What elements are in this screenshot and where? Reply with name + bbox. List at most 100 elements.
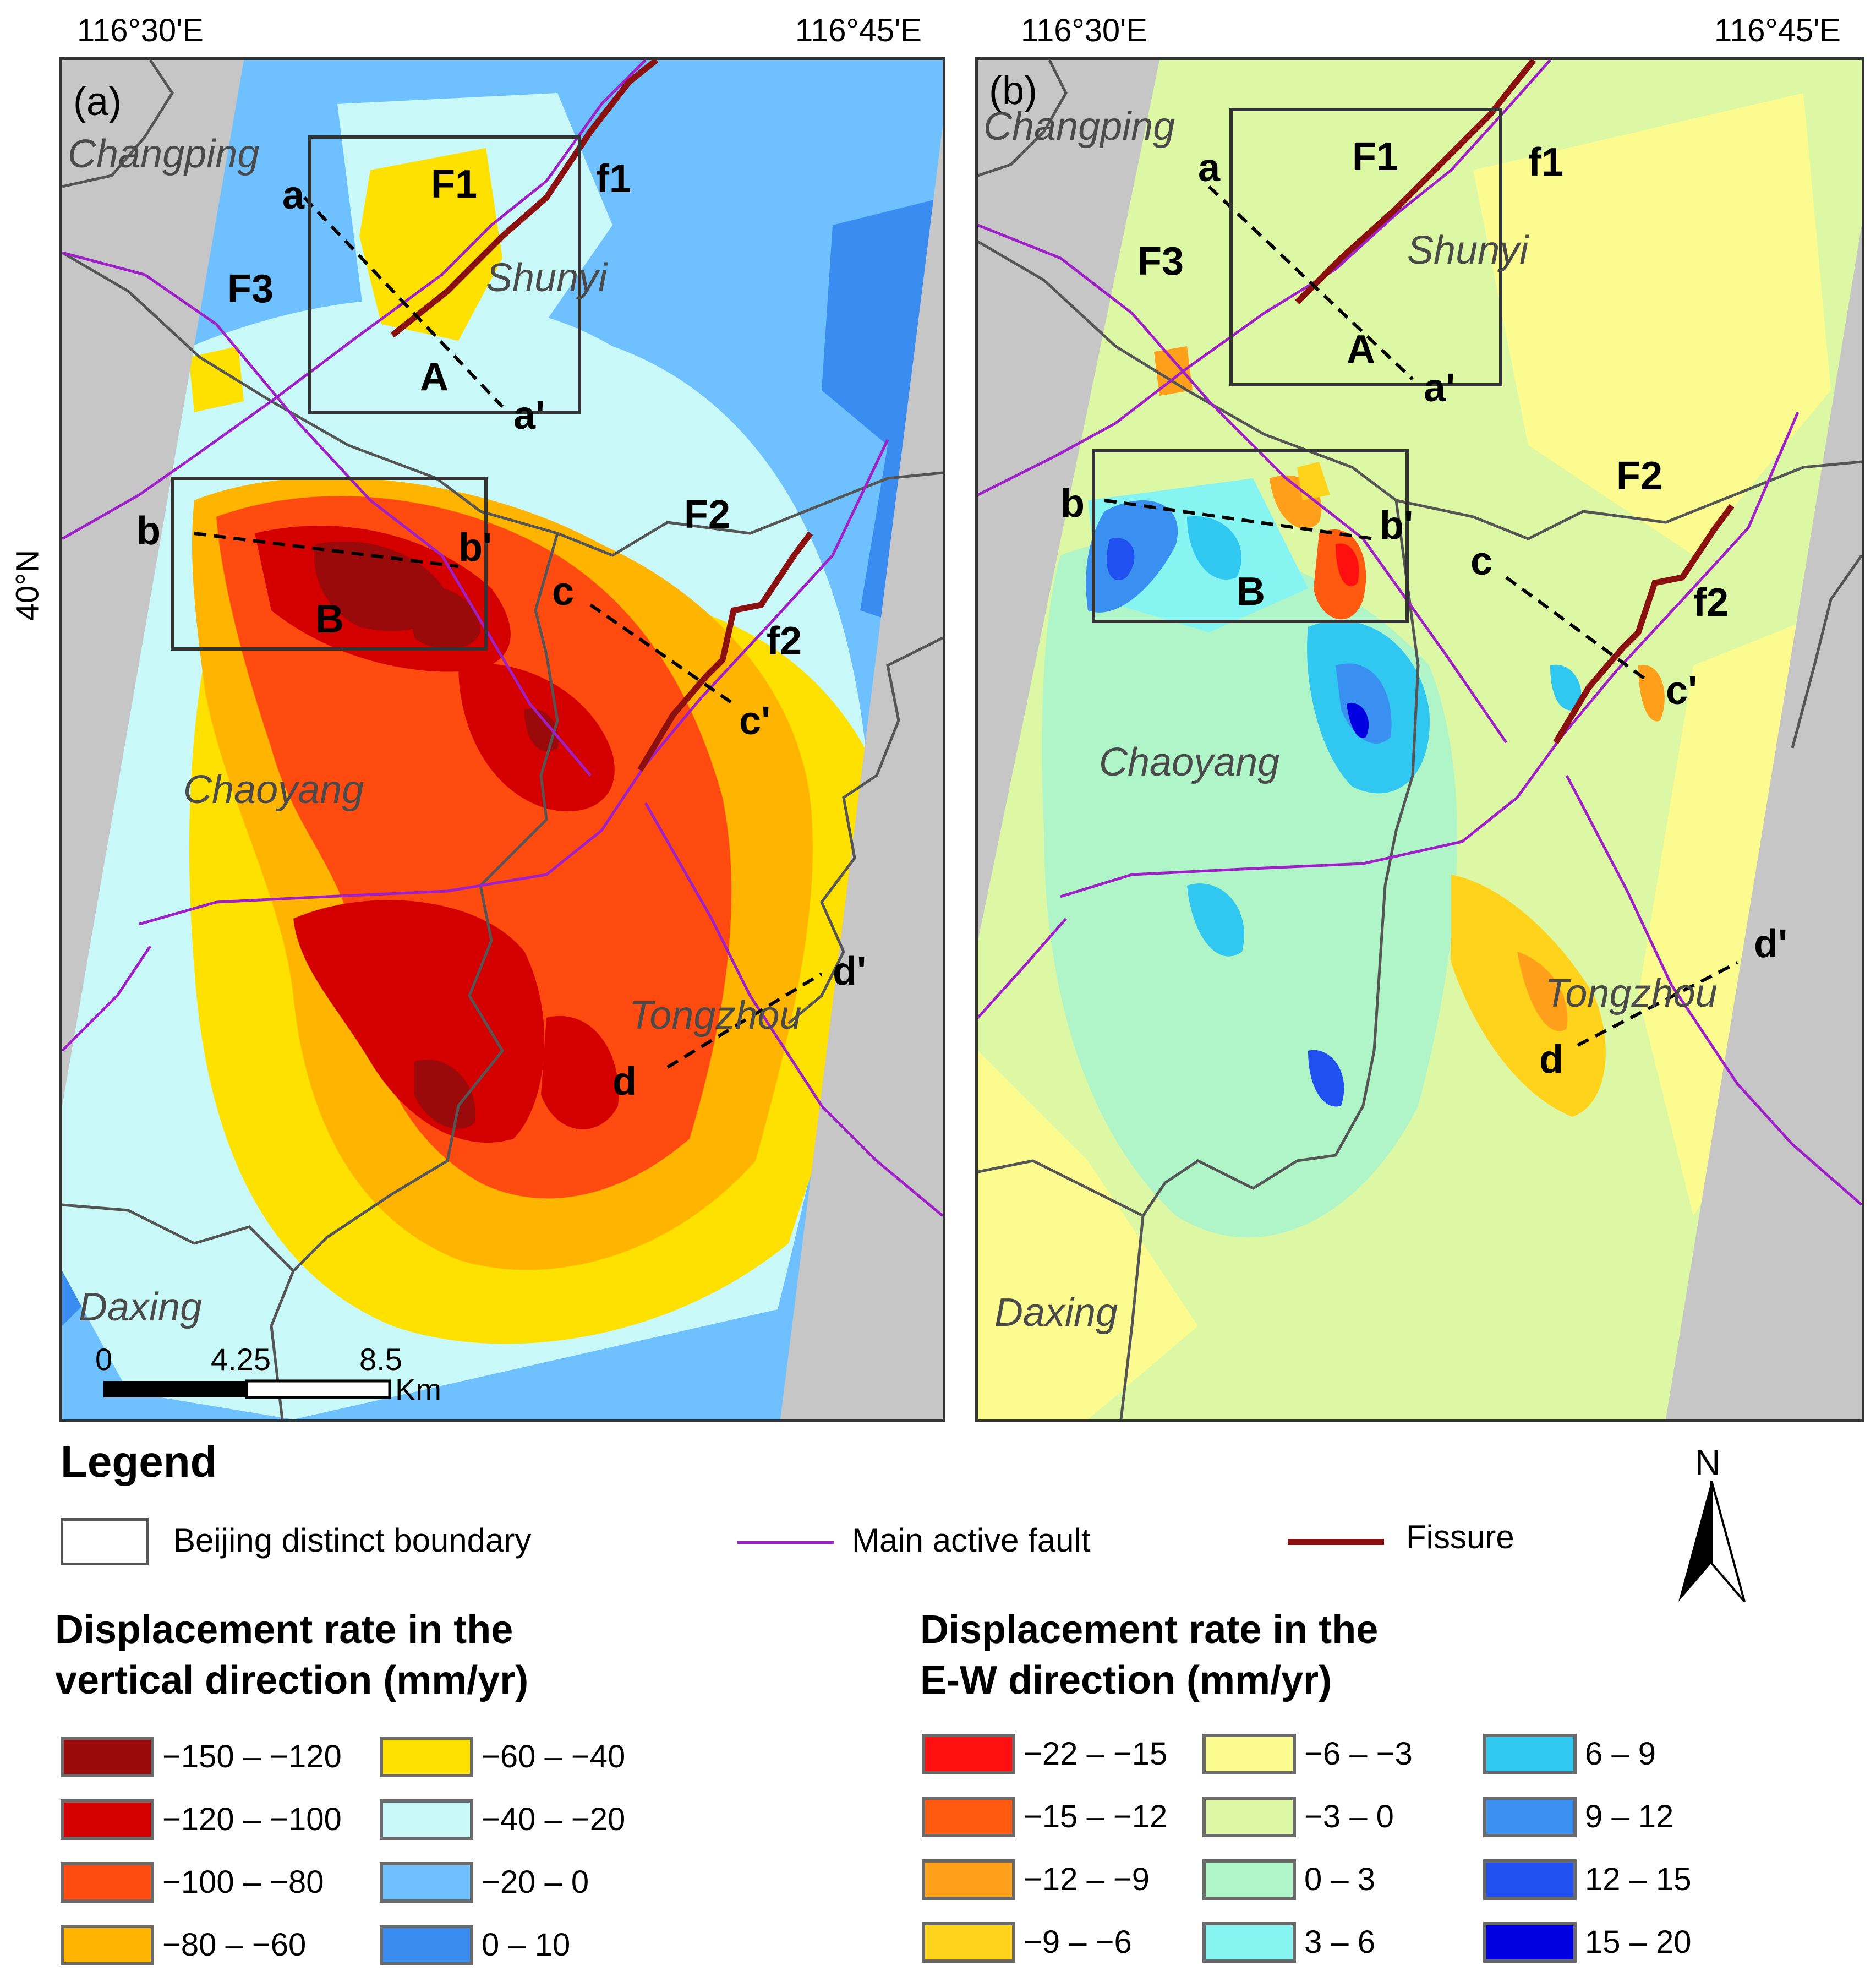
ew-class-label-2: −12 – −9 xyxy=(1024,1861,1150,1897)
box-label-a: A xyxy=(420,355,449,399)
vertical-class-label-0: −150 – −120 xyxy=(162,1739,342,1774)
lat-label: 40°N xyxy=(9,549,46,621)
district-changping: Changping xyxy=(68,132,259,176)
vertical-class-swatch-5 xyxy=(380,1799,473,1840)
vertical-class-swatch-2 xyxy=(61,1862,154,1903)
legend-fault-label: Main active fault xyxy=(852,1522,1091,1559)
vertical-class-label-4: −60 – −40 xyxy=(482,1739,626,1774)
ew-title-line2: E-W direction (mm/yr) xyxy=(920,1658,1332,1702)
vertical-class-swatch-0 xyxy=(61,1737,154,1777)
lon-label-a-right: 116°45'E xyxy=(795,13,922,48)
ew-title-line1: Displacement rate in the xyxy=(920,1608,1379,1652)
district-tongzhou: Tongzhou xyxy=(1545,971,1718,1015)
scale-tick-2: 8.5 xyxy=(359,1342,402,1377)
vertical-class-label-1: −120 – −100 xyxy=(162,1801,342,1837)
profile-c-start: c xyxy=(1470,539,1492,583)
legend-boundary-swatch xyxy=(61,1518,149,1565)
ew-class-swatch-11 xyxy=(1483,1922,1577,1963)
vertical-legend-title: Displacement rate in the vertical direct… xyxy=(55,1604,528,1706)
vertical-class-label-7: 0 – 10 xyxy=(482,1927,571,1963)
profile-d-start: d xyxy=(1539,1038,1563,1082)
legend-fissure-label: Fissure xyxy=(1406,1519,1514,1555)
ew-class-swatch-6 xyxy=(1202,1859,1296,1900)
vertical-class-swatch-3 xyxy=(61,1925,154,1965)
ew-class-label-9: 9 – 12 xyxy=(1585,1799,1674,1834)
vertical-class-swatch-6 xyxy=(380,1862,473,1903)
ew-class-swatch-0 xyxy=(922,1734,1015,1774)
scale-tick-1: 4.25 xyxy=(211,1342,271,1377)
profile-c-end: c' xyxy=(1666,669,1697,713)
ew-class-swatch-1 xyxy=(922,1797,1015,1837)
profile-a-start: a xyxy=(1198,146,1221,190)
ew-class-swatch-8 xyxy=(1483,1734,1577,1774)
profile-b-start: b xyxy=(1060,482,1085,526)
profile-d-end: d' xyxy=(1754,922,1787,966)
vertical-class-label-6: −20 – 0 xyxy=(482,1864,589,1900)
legend-fault-line xyxy=(737,1541,834,1544)
ew-class-label-7: 3 – 6 xyxy=(1304,1924,1375,1960)
vertical-class-label-2: −100 – −80 xyxy=(162,1864,324,1900)
district-chaoyang: Chaoyang xyxy=(1099,740,1279,784)
map-panel-vertical: Changping Shunyi Chaoyang Tongzhou Daxin… xyxy=(59,57,945,1422)
profile-b-start: b xyxy=(136,509,161,553)
box-label-b: B xyxy=(1237,570,1265,614)
box-label-b: B xyxy=(315,597,344,641)
vertical-class-swatch-4 xyxy=(380,1737,473,1777)
district-chaoyang: Chaoyang xyxy=(183,768,364,812)
profile-c-end: c' xyxy=(739,699,770,743)
district-shunyi: Shunyi xyxy=(1407,228,1529,272)
ew-class-label-4: −6 – −3 xyxy=(1304,1736,1413,1772)
ew-class-swatch-3 xyxy=(922,1922,1015,1963)
lon-label-b-right: 116°45'E xyxy=(1714,13,1841,48)
scale-bar: 0 4.25 8.5 Km xyxy=(95,1342,441,1407)
ew-map-svg: Changping Shunyi Chaoyang Tongzhou Daxin… xyxy=(978,60,1862,1419)
scale-unit: Km xyxy=(395,1372,441,1407)
ew-class-label-5: −3 – 0 xyxy=(1304,1799,1394,1834)
ew-class-swatch-9 xyxy=(1483,1797,1577,1837)
ew-class-swatch-5 xyxy=(1202,1797,1296,1837)
fissure-label-f2: f2 xyxy=(1693,581,1729,625)
fault-label-f3: F3 xyxy=(1137,239,1184,283)
district-tongzhou: Tongzhou xyxy=(629,993,802,1038)
fault-label-f3: F3 xyxy=(227,267,274,311)
ew-class-swatch-2 xyxy=(922,1859,1015,1900)
district-daxing: Daxing xyxy=(79,1285,202,1329)
ew-legend-title: Displacement rate in the E-W direction (… xyxy=(920,1604,1378,1706)
profile-a-end: a' xyxy=(513,394,545,438)
vertical-title-line1: Displacement rate in the xyxy=(55,1608,513,1652)
box-label-a: A xyxy=(1347,327,1375,372)
profile-d-start: d xyxy=(612,1060,637,1104)
panel-label: (b) xyxy=(989,69,1037,113)
vertical-title-line2: vertical direction (mm/yr) xyxy=(55,1658,529,1702)
lon-label-b-left: 116°30'E xyxy=(1021,13,1147,48)
ew-class-swatch-4 xyxy=(1202,1734,1296,1774)
fault-label-f2: F2 xyxy=(1616,454,1662,498)
scale-tick-0: 0 xyxy=(95,1342,112,1377)
north-arrow-icon xyxy=(1678,1481,1746,1602)
fault-label-f1: F1 xyxy=(431,162,477,206)
fissure-label-f1: f1 xyxy=(596,157,631,201)
profile-b-end: b' xyxy=(458,526,492,570)
profile-c-start: c xyxy=(552,570,574,614)
ew-class-label-1: −15 – −12 xyxy=(1024,1799,1168,1834)
ew-class-label-11: 15 – 20 xyxy=(1585,1924,1692,1960)
vertical-class-label-5: −40 – −20 xyxy=(482,1801,626,1837)
ew-class-label-3: −9 – −6 xyxy=(1024,1924,1132,1960)
map-panel-ew: Changping Shunyi Chaoyang Tongzhou Daxin… xyxy=(975,57,1864,1422)
panel-label: (a) xyxy=(73,80,122,124)
ew-class-swatch-7 xyxy=(1202,1922,1296,1963)
fissure-label-f2: f2 xyxy=(767,619,802,663)
north-label: N xyxy=(1695,1443,1721,1482)
ew-class-label-6: 0 – 3 xyxy=(1304,1861,1375,1897)
district-changping: Changping xyxy=(983,105,1175,149)
legend-fissure-line xyxy=(1288,1539,1384,1545)
ew-class-swatch-10 xyxy=(1483,1859,1577,1900)
ew-class-label-0: −22 – −15 xyxy=(1024,1736,1168,1772)
north-arrow: N xyxy=(1673,1442,1750,1602)
district-daxing: Daxing xyxy=(994,1291,1118,1335)
vertical-class-swatch-1 xyxy=(61,1799,154,1840)
vertical-class-swatch-7 xyxy=(380,1925,473,1965)
legend-title: Legend xyxy=(61,1437,217,1486)
fault-label-f2: F2 xyxy=(684,493,730,537)
profile-d-end: d' xyxy=(833,949,866,993)
